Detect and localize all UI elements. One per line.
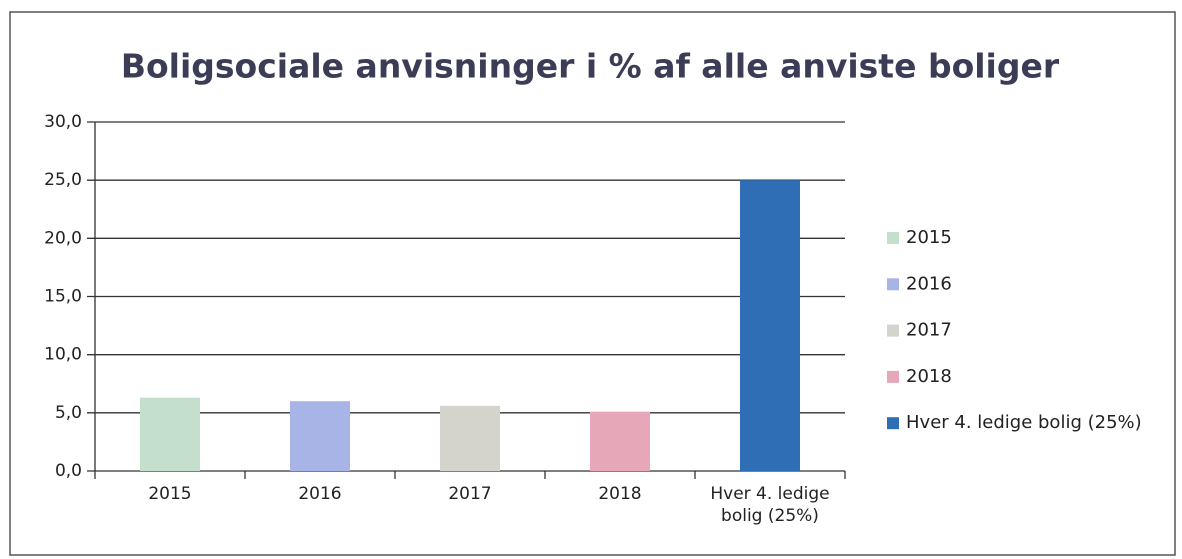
- x-tick-label: 2015: [148, 484, 192, 504]
- y-tick-label: 30,0: [44, 112, 82, 132]
- bar: [740, 180, 800, 471]
- y-tick-label: 0,0: [55, 461, 82, 481]
- x-tick-label: Hver 4. ledige bolig (25%): [710, 484, 830, 526]
- bar: [140, 397, 200, 471]
- bar: [440, 405, 500, 471]
- chart-title: Boligsociale anvisninger i % af alle anv…: [121, 47, 1060, 86]
- y-tick-label: 15,0: [44, 287, 82, 307]
- bar: [290, 401, 350, 471]
- x-tick-label: 2017: [448, 484, 492, 504]
- legend-label: Hver 4. ledige bolig (25%): [906, 412, 1142, 433]
- y-tick-label: 5,0: [55, 403, 82, 423]
- legend-swatch: [887, 417, 899, 430]
- legend-label: 2016: [906, 273, 952, 294]
- legend-label: 2018: [906, 366, 952, 387]
- legend-swatch: [887, 370, 899, 383]
- chart-border: [9, 11, 1176, 556]
- bar: [590, 411, 650, 471]
- legend-label: 2017: [906, 320, 952, 341]
- legend-swatch: [887, 232, 899, 244]
- legend-swatch: [887, 278, 899, 291]
- legend-label: 2015: [906, 227, 952, 248]
- y-tick-label: 10,0: [44, 345, 82, 365]
- legend-swatch: [887, 324, 899, 337]
- y-tick-label: 25,0: [44, 170, 82, 190]
- x-tick-label: 2018: [598, 484, 642, 504]
- y-tick-label: 20,0: [44, 228, 82, 248]
- x-tick-label: 2016: [298, 484, 342, 504]
